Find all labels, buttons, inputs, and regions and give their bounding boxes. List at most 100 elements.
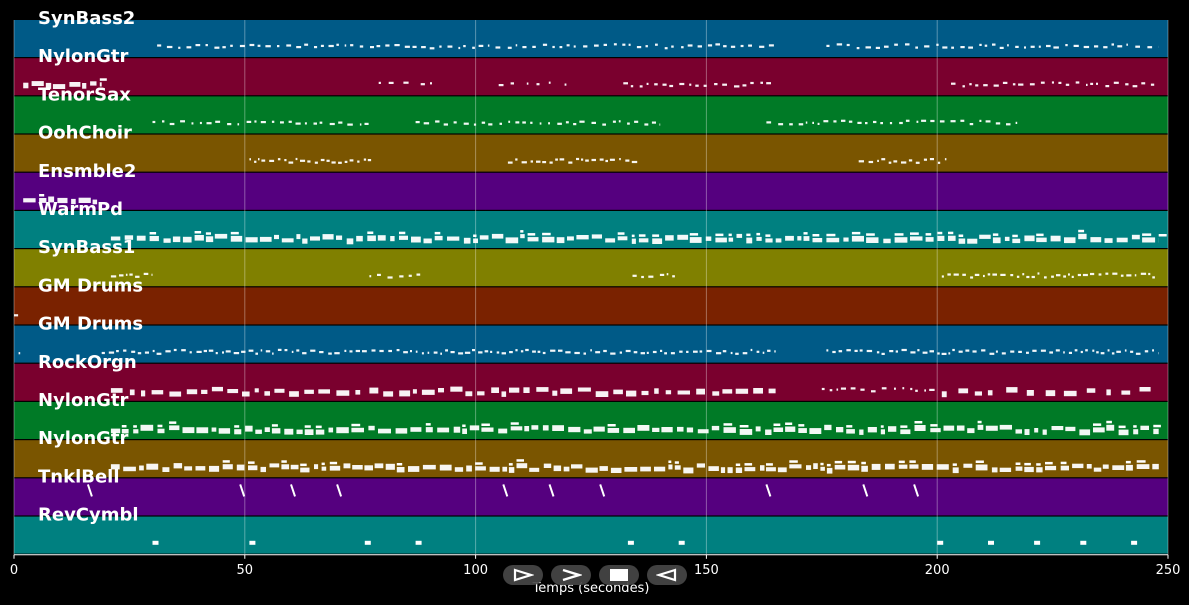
note [689,233,699,236]
note [110,275,117,278]
note [205,44,208,47]
note [399,231,406,235]
note [753,388,763,394]
note [195,466,206,471]
track-label: NylonGtr [38,390,129,411]
note [527,237,539,242]
note [99,82,102,87]
note [583,429,592,434]
note [377,273,381,276]
note [679,350,683,353]
note [705,236,712,241]
note [254,120,257,123]
note [1080,350,1083,354]
note [1106,424,1115,431]
note [734,85,740,88]
note [334,352,340,355]
note [856,47,860,50]
note [351,423,361,427]
note [260,349,263,352]
note [1012,83,1016,86]
note [173,463,183,469]
note [1001,352,1006,355]
note [379,349,384,353]
note [999,467,1012,472]
track-labels: SynBass2 NylonGtr TenorSax OohChoir Ensmble2… [38,8,143,526]
note [152,120,156,124]
note [408,466,420,472]
note [387,276,393,279]
note [515,349,518,352]
note [488,123,493,126]
note [329,465,341,471]
note [1141,82,1146,85]
note [477,391,485,396]
note [173,348,177,352]
note [950,120,956,123]
note [777,467,787,473]
note [644,123,649,126]
note [425,423,431,426]
note [501,352,506,355]
note [820,466,825,471]
rewind-button[interactable] [647,565,687,585]
note [1090,237,1102,243]
note [624,467,638,472]
note [962,85,965,88]
note [583,45,588,48]
note [847,460,856,464]
note [921,464,934,470]
note [135,275,140,278]
note [826,44,830,47]
note [641,275,644,279]
note [618,120,621,123]
note [677,390,690,395]
note [1034,428,1039,433]
note [319,121,323,124]
note [766,467,776,472]
note [434,231,441,235]
note [846,429,855,434]
note [304,425,311,428]
note [502,484,509,497]
note [31,81,44,86]
note [900,425,908,428]
stop-button[interactable] [599,565,639,585]
note [163,238,171,243]
note [1030,45,1035,48]
track-lane [14,134,1168,172]
note [472,46,475,49]
note [313,122,317,125]
note [768,388,776,394]
note [1038,45,1041,48]
note [264,427,270,432]
note [445,349,448,352]
note [760,81,763,84]
note [510,422,519,425]
note [230,235,243,242]
note [169,122,175,126]
note [670,352,675,355]
note [674,465,681,470]
note [765,429,772,435]
forward-button[interactable] [551,565,591,585]
note [679,82,685,86]
note [539,122,542,125]
play-button[interactable] [503,565,543,585]
note [1036,237,1047,243]
note [766,121,772,124]
note [559,158,565,161]
note [895,350,898,353]
note [378,428,391,434]
note [1117,45,1123,48]
note [215,352,218,355]
note [458,352,464,355]
note [826,233,836,237]
note [728,233,732,237]
note [315,425,322,429]
note [683,467,694,474]
note [915,46,918,49]
note [910,351,916,354]
note [715,237,727,243]
note [660,349,663,352]
